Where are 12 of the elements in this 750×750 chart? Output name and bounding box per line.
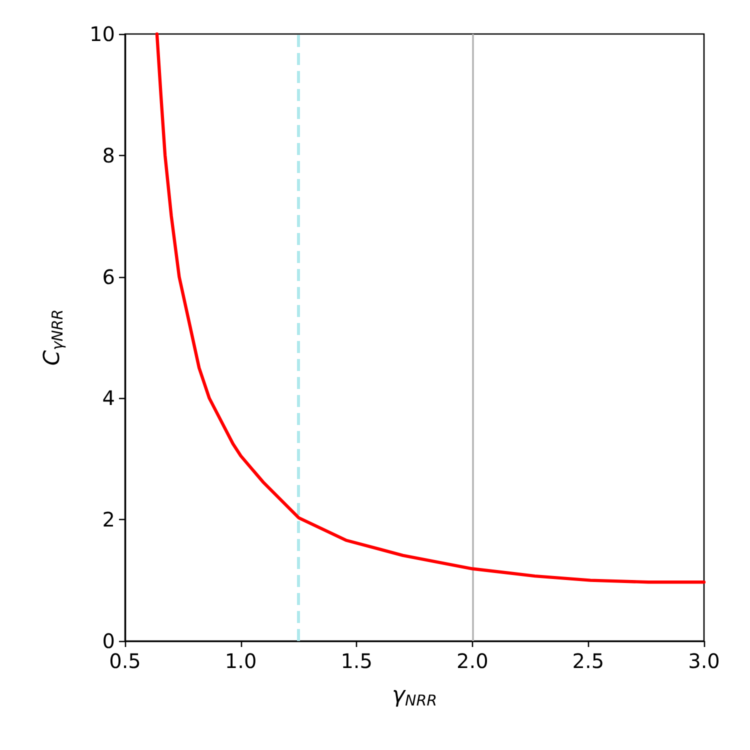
x-tick-label: 2.5 xyxy=(572,649,604,673)
x-tick-label: 1.0 xyxy=(224,649,257,673)
x-tick-label: 1.5 xyxy=(340,649,373,673)
y-tick-label: 10 xyxy=(90,22,115,46)
x-tick-label: 2.0 xyxy=(456,649,488,673)
y-tick-label: 2 xyxy=(102,508,115,532)
y-tick-label: 8 xyxy=(102,143,115,168)
y-tick-label: 4 xyxy=(102,386,115,410)
x-tick-label: 3.0 xyxy=(688,649,720,673)
line-series xyxy=(155,32,706,584)
y-axis-title: CγNRR xyxy=(40,309,66,366)
y-tick-label: 6 xyxy=(102,264,115,289)
